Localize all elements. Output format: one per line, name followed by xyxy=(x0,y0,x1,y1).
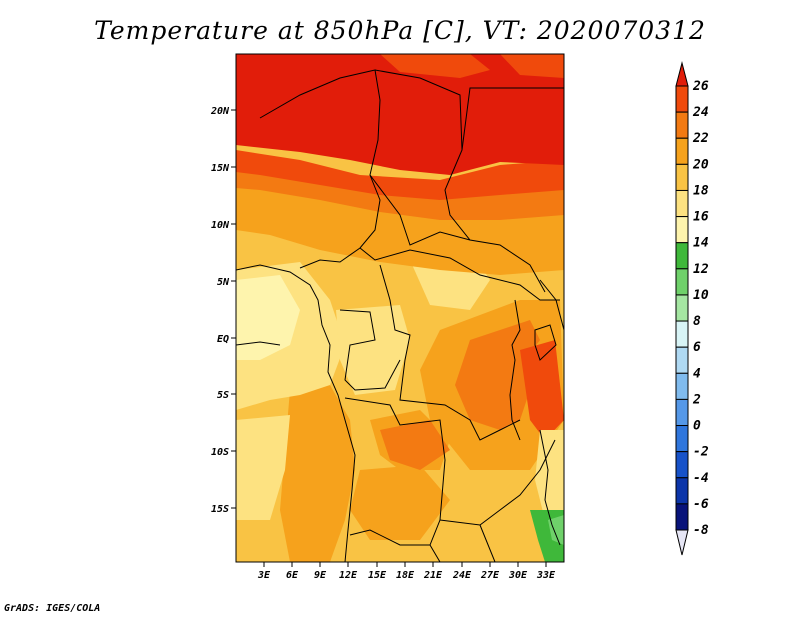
map-title: Temperature at 850hPa [C], VT: 202007031… xyxy=(94,16,706,45)
colorbar-label: 12 xyxy=(693,262,709,277)
lon-label: 18E xyxy=(396,570,415,581)
lon-label: 27E xyxy=(480,570,500,581)
colorbar-swatch xyxy=(675,242,689,270)
lon-label: 21E xyxy=(423,570,443,581)
colorbar-swatch xyxy=(675,137,689,165)
colorbar-label: -4 xyxy=(693,471,709,486)
colorbar-label: 2 xyxy=(692,392,701,407)
lon-label: 15E xyxy=(368,570,387,581)
lon-label: 9E xyxy=(314,570,327,581)
lat-label: 10N xyxy=(211,220,230,231)
lat-label: 5N xyxy=(217,277,230,288)
colorbar-label: 20 xyxy=(692,157,709,172)
colorbar-label: 26 xyxy=(692,79,709,94)
colorbar-swatch xyxy=(675,346,689,374)
colorbar-swatch xyxy=(675,163,689,191)
colorbar-label: 0 xyxy=(693,419,701,434)
lat-label: 5S xyxy=(217,390,229,401)
plot-frame xyxy=(235,53,565,563)
colorbar-swatch xyxy=(675,320,689,348)
colorbar-swatch xyxy=(675,503,689,531)
lat-label: 15N xyxy=(211,163,230,174)
colorbar-label: 24 xyxy=(692,105,709,120)
colorbar-top-arrow xyxy=(675,61,689,87)
temperature-field xyxy=(236,54,564,562)
lon-label: 24E xyxy=(452,570,472,581)
lat-label: 20N xyxy=(210,106,230,117)
colorbar-label: 6 xyxy=(693,340,701,355)
lon-label: 33E xyxy=(536,570,556,581)
colorbar-label: 18 xyxy=(693,183,709,198)
colorbar-label: -2 xyxy=(693,445,709,460)
grads-credit: GrADS: IGES/COLA xyxy=(4,603,101,614)
colorbar-label: 14 xyxy=(693,236,709,251)
colorbar-swatch xyxy=(675,111,689,139)
colorbar-swatch xyxy=(675,451,689,479)
colorbar-swatch xyxy=(675,372,689,400)
colorbar-swatch xyxy=(675,216,689,244)
colorbar-bottom-arrow xyxy=(675,529,689,556)
colorbar-swatch xyxy=(675,268,689,296)
colorbar-swatch xyxy=(675,294,689,322)
colorbar-swatch xyxy=(675,477,689,505)
lat-axis: 20N 15N 10N 5N EQ 5S 10S 15S xyxy=(210,106,236,515)
lon-label: 12E xyxy=(339,570,358,581)
lon-label: 3E xyxy=(257,570,271,581)
lon-axis: 3E 6E 9E 12E 15E 18E 21E 24E 27E 30E 33E xyxy=(257,562,556,581)
colorbar-label: -6 xyxy=(693,497,709,512)
lon-label: 6E xyxy=(286,570,299,581)
lon-label: 30E xyxy=(508,570,528,581)
colorbar-label: 4 xyxy=(693,366,701,381)
colorbar-label: 8 xyxy=(693,314,701,329)
colorbar-swatch xyxy=(675,398,689,427)
colorbar-label: 10 xyxy=(693,288,709,303)
colorbar-swatch xyxy=(675,189,689,218)
lat-label: EQ xyxy=(217,334,229,345)
colorbar-label: -8 xyxy=(693,523,709,538)
colorbar-swatch xyxy=(675,85,689,113)
colorbar-label: 16 xyxy=(693,210,709,225)
colorbar-swatch xyxy=(675,425,689,453)
lat-label: 10S xyxy=(211,447,229,458)
colorbar-label: 22 xyxy=(692,131,709,146)
lat-label: 15S xyxy=(211,504,229,515)
country-borders xyxy=(236,69,564,562)
